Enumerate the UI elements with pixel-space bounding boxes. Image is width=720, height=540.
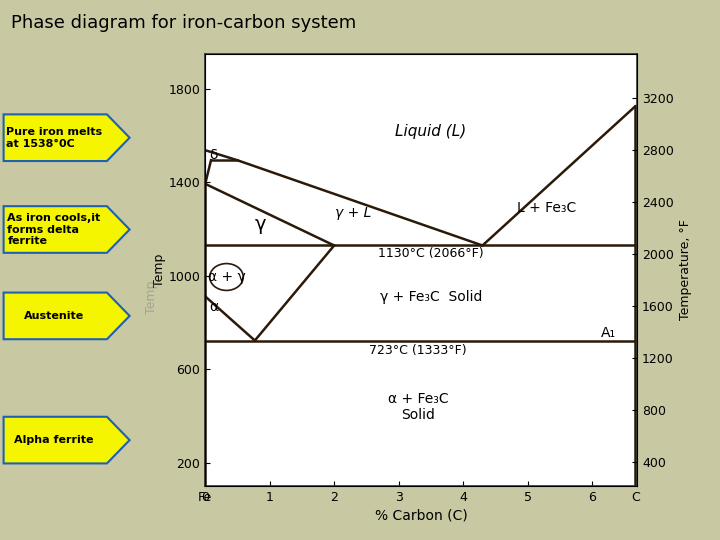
Text: 1130°C (2066°F): 1130°C (2066°F) bbox=[378, 247, 484, 260]
Text: As iron cools,it
forms delta
ferrite: As iron cools,it forms delta ferrite bbox=[7, 213, 101, 246]
Text: A₁: A₁ bbox=[600, 326, 616, 340]
Text: 723°C (1333°F): 723°C (1333°F) bbox=[369, 344, 467, 357]
Text: C: C bbox=[631, 491, 639, 504]
Text: γ + Fe₃C  Solid: γ + Fe₃C Solid bbox=[379, 290, 482, 304]
Polygon shape bbox=[4, 417, 130, 463]
X-axis label: % Carbon (C): % Carbon (C) bbox=[375, 508, 467, 522]
Polygon shape bbox=[4, 114, 130, 161]
Polygon shape bbox=[4, 206, 130, 253]
Text: L + Fe₃C: L + Fe₃C bbox=[517, 201, 577, 215]
Text: Fe: Fe bbox=[198, 491, 212, 504]
Y-axis label: Temp: Temp bbox=[153, 253, 166, 287]
Text: Liquid (L): Liquid (L) bbox=[395, 124, 467, 139]
Text: Pure iron melts
at 1538°0C: Pure iron melts at 1538°0C bbox=[6, 127, 102, 148]
Text: Phase diagram for iron-carbon system: Phase diagram for iron-carbon system bbox=[11, 14, 356, 31]
Text: Alpha ferrite: Alpha ferrite bbox=[14, 435, 94, 445]
Text: α: α bbox=[210, 300, 219, 314]
Text: α + γ: α + γ bbox=[207, 270, 246, 284]
Text: Temp: Temp bbox=[145, 280, 158, 314]
Text: α + Fe₃C
Solid: α + Fe₃C Solid bbox=[387, 392, 449, 422]
Polygon shape bbox=[4, 293, 130, 339]
Text: δ: δ bbox=[210, 148, 218, 163]
Text: Austenite: Austenite bbox=[24, 311, 84, 321]
Y-axis label: Temperature, °F: Temperature, °F bbox=[680, 220, 693, 320]
Text: γ: γ bbox=[254, 215, 266, 234]
Text: γ + L: γ + L bbox=[336, 206, 372, 220]
